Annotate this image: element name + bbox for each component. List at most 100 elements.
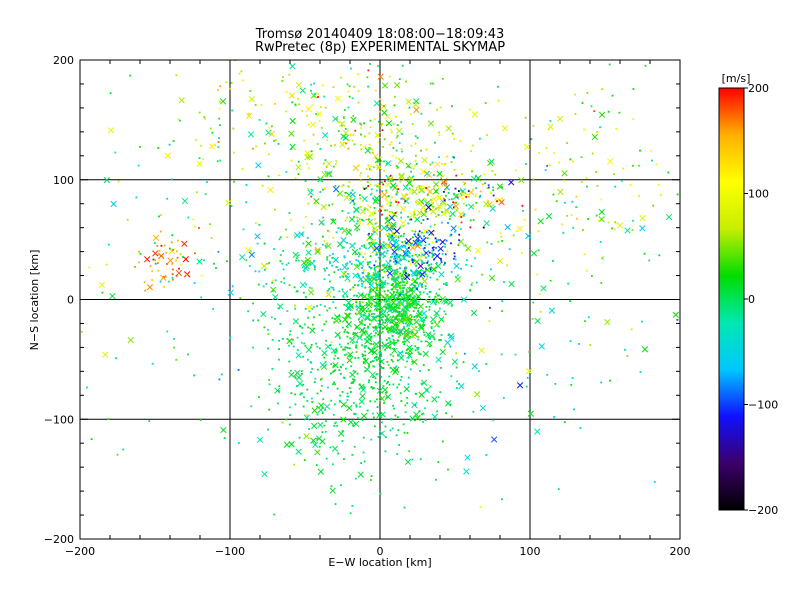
data-point-dot bbox=[487, 184, 490, 187]
data-point-x bbox=[346, 304, 353, 312]
data-point-dot bbox=[463, 352, 466, 355]
data-point-x bbox=[178, 97, 185, 104]
data-point-dot bbox=[334, 144, 336, 146]
data-point-dot bbox=[378, 332, 380, 335]
data-point-dot bbox=[209, 223, 212, 226]
data-point-dot bbox=[294, 375, 296, 378]
data-point-dot bbox=[397, 261, 399, 264]
data-point-dot bbox=[497, 99, 500, 102]
data-point-dot bbox=[429, 291, 432, 293]
data-point-x bbox=[307, 289, 315, 296]
data-point-dot bbox=[439, 391, 442, 394]
data-point-dot bbox=[330, 485, 333, 488]
data-point-x bbox=[403, 385, 410, 393]
data-point-dot bbox=[421, 262, 423, 265]
data-point-dot bbox=[317, 368, 319, 371]
data-point-dot bbox=[379, 283, 381, 285]
data-point-dot bbox=[394, 252, 397, 255]
data-point-dot bbox=[381, 213, 383, 216]
data-point-dot bbox=[595, 171, 598, 173]
data-point-dot bbox=[323, 240, 326, 243]
data-point-dot bbox=[363, 122, 365, 125]
data-point-dot bbox=[472, 188, 475, 191]
data-point-dot bbox=[177, 239, 179, 242]
data-point-dot bbox=[172, 140, 175, 142]
data-point-dot bbox=[494, 198, 497, 201]
data-point-dot bbox=[282, 268, 285, 271]
data-point-dot bbox=[310, 287, 313, 290]
data-point-dot bbox=[460, 189, 463, 192]
data-point-dot bbox=[116, 453, 119, 456]
data-point-dot bbox=[398, 142, 401, 144]
data-point-dot bbox=[307, 187, 310, 190]
data-point-dot bbox=[375, 292, 377, 295]
data-point-dot bbox=[429, 276, 432, 279]
data-point-dot bbox=[258, 224, 261, 226]
data-point-dot bbox=[393, 95, 396, 98]
data-point-dot bbox=[361, 285, 363, 288]
data-point-dot bbox=[416, 136, 419, 139]
data-point-dot bbox=[393, 294, 396, 297]
data-point-dot bbox=[347, 267, 349, 270]
data-point-dot bbox=[334, 383, 336, 386]
data-point-x bbox=[504, 223, 511, 231]
data-point-x bbox=[474, 391, 481, 398]
data-point-dot bbox=[399, 258, 402, 261]
data-point-dot bbox=[448, 198, 451, 201]
data-point-dot bbox=[343, 458, 345, 460]
data-point-dot bbox=[458, 190, 460, 192]
data-point-dot bbox=[293, 304, 296, 307]
data-point-dot bbox=[374, 326, 377, 329]
data-point-x bbox=[277, 303, 284, 310]
data-point-dot bbox=[396, 297, 398, 300]
data-point-dot bbox=[314, 266, 316, 268]
data-point-dot bbox=[335, 266, 338, 269]
data-point-dot bbox=[406, 432, 409, 434]
data-point-dot bbox=[193, 374, 196, 377]
data-point-dot bbox=[419, 370, 421, 372]
data-point-dot bbox=[354, 284, 356, 287]
data-point-x bbox=[548, 307, 556, 314]
data-point-dot bbox=[430, 327, 433, 330]
data-point-x bbox=[309, 327, 316, 334]
data-point-dot bbox=[399, 334, 402, 337]
data-point-dot bbox=[563, 179, 566, 182]
data-point-dot bbox=[578, 343, 580, 345]
data-point-dot bbox=[403, 340, 406, 343]
data-point-dot bbox=[428, 345, 431, 348]
data-point-x bbox=[460, 296, 468, 303]
data-point-dot bbox=[410, 259, 413, 262]
data-point-x bbox=[420, 168, 427, 175]
data-point-dot bbox=[492, 419, 495, 422]
data-point-dot bbox=[171, 276, 174, 279]
data-point-dot bbox=[367, 276, 370, 279]
data-point-x bbox=[384, 393, 392, 400]
data-point-dot bbox=[600, 198, 603, 201]
data-point-x bbox=[438, 316, 445, 323]
data-point-dot bbox=[395, 285, 398, 288]
data-point-x bbox=[305, 106, 312, 113]
data-point-dot bbox=[338, 185, 340, 187]
data-point-dot bbox=[353, 412, 355, 415]
data-point-dot bbox=[289, 414, 292, 417]
data-point-dot bbox=[454, 208, 457, 211]
data-point-x bbox=[373, 100, 380, 107]
data-point-dot bbox=[316, 405, 319, 408]
data-point-dot bbox=[310, 371, 312, 374]
data-point-dot bbox=[317, 93, 319, 96]
data-point-dot bbox=[368, 232, 370, 235]
data-point-dot bbox=[278, 385, 281, 388]
data-point-dot bbox=[157, 147, 160, 149]
data-point-dot bbox=[400, 235, 402, 237]
data-point-dot bbox=[396, 203, 399, 206]
data-point-dot bbox=[554, 383, 557, 385]
data-point-dot bbox=[438, 239, 440, 242]
data-point-x bbox=[391, 248, 398, 255]
data-point-dot bbox=[122, 448, 125, 451]
data-point-x bbox=[467, 203, 475, 210]
data-point-dot bbox=[352, 114, 355, 117]
data-point-dot bbox=[388, 238, 390, 241]
data-point-dot bbox=[618, 111, 621, 114]
data-point-dot bbox=[451, 132, 454, 135]
data-point-dot bbox=[383, 264, 385, 266]
